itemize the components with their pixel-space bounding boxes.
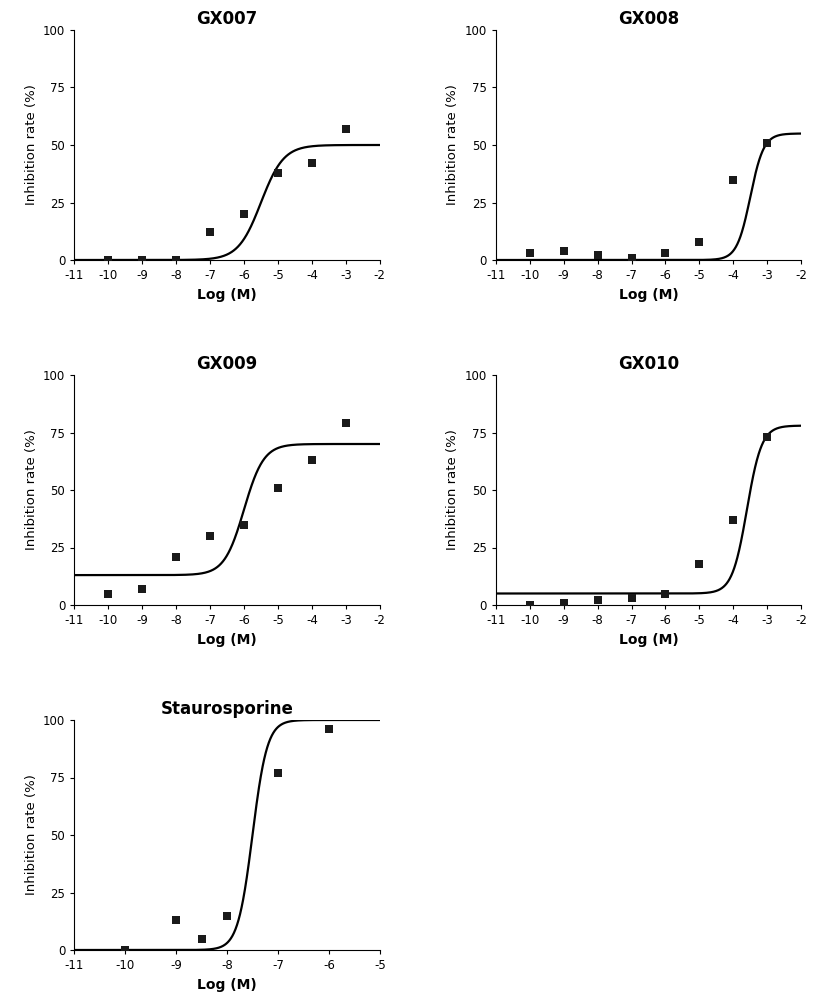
Point — [625, 590, 638, 606]
Point — [322, 721, 335, 737]
Point — [237, 206, 250, 222]
Point — [693, 234, 706, 250]
Title: GX010: GX010 — [618, 355, 679, 373]
Point — [306, 155, 319, 171]
Point — [102, 585, 115, 601]
Point — [237, 516, 250, 532]
Point — [135, 581, 149, 597]
Y-axis label: Inhibition rate (%): Inhibition rate (%) — [25, 85, 37, 205]
Point — [523, 597, 536, 613]
Point — [591, 247, 605, 263]
Title: GX008: GX008 — [618, 10, 679, 28]
Point — [102, 252, 115, 268]
X-axis label: Log (M): Log (M) — [619, 633, 678, 647]
Point — [625, 250, 638, 266]
Title: Staurosporine: Staurosporine — [160, 700, 293, 718]
Point — [221, 908, 234, 924]
Point — [169, 252, 183, 268]
Point — [135, 252, 149, 268]
Point — [523, 245, 536, 261]
Point — [727, 512, 740, 528]
Title: GX007: GX007 — [197, 10, 258, 28]
Point — [761, 135, 774, 151]
Title: GX009: GX009 — [197, 355, 258, 373]
X-axis label: Log (M): Log (M) — [197, 288, 257, 302]
Point — [169, 549, 183, 565]
Point — [119, 942, 132, 958]
Y-axis label: Inhibition rate (%): Inhibition rate (%) — [25, 775, 37, 895]
Point — [693, 556, 706, 572]
X-axis label: Log (M): Log (M) — [197, 978, 257, 992]
Point — [203, 528, 216, 544]
Point — [271, 480, 284, 496]
Point — [203, 224, 216, 240]
Point — [169, 912, 183, 928]
Point — [557, 243, 570, 259]
X-axis label: Log (M): Log (M) — [619, 288, 678, 302]
Point — [306, 452, 319, 468]
Point — [339, 121, 353, 137]
Point — [659, 585, 672, 601]
Point — [761, 429, 774, 445]
Point — [591, 592, 605, 608]
Point — [557, 595, 570, 611]
Y-axis label: Inhibition rate (%): Inhibition rate (%) — [446, 85, 459, 205]
Point — [195, 930, 208, 946]
Point — [339, 415, 353, 431]
Point — [271, 765, 284, 781]
Point — [659, 245, 672, 261]
Point — [271, 165, 284, 181]
Y-axis label: Inhibition rate (%): Inhibition rate (%) — [446, 430, 459, 550]
Point — [727, 172, 740, 188]
Y-axis label: Inhibition rate (%): Inhibition rate (%) — [25, 430, 37, 550]
X-axis label: Log (M): Log (M) — [197, 633, 257, 647]
